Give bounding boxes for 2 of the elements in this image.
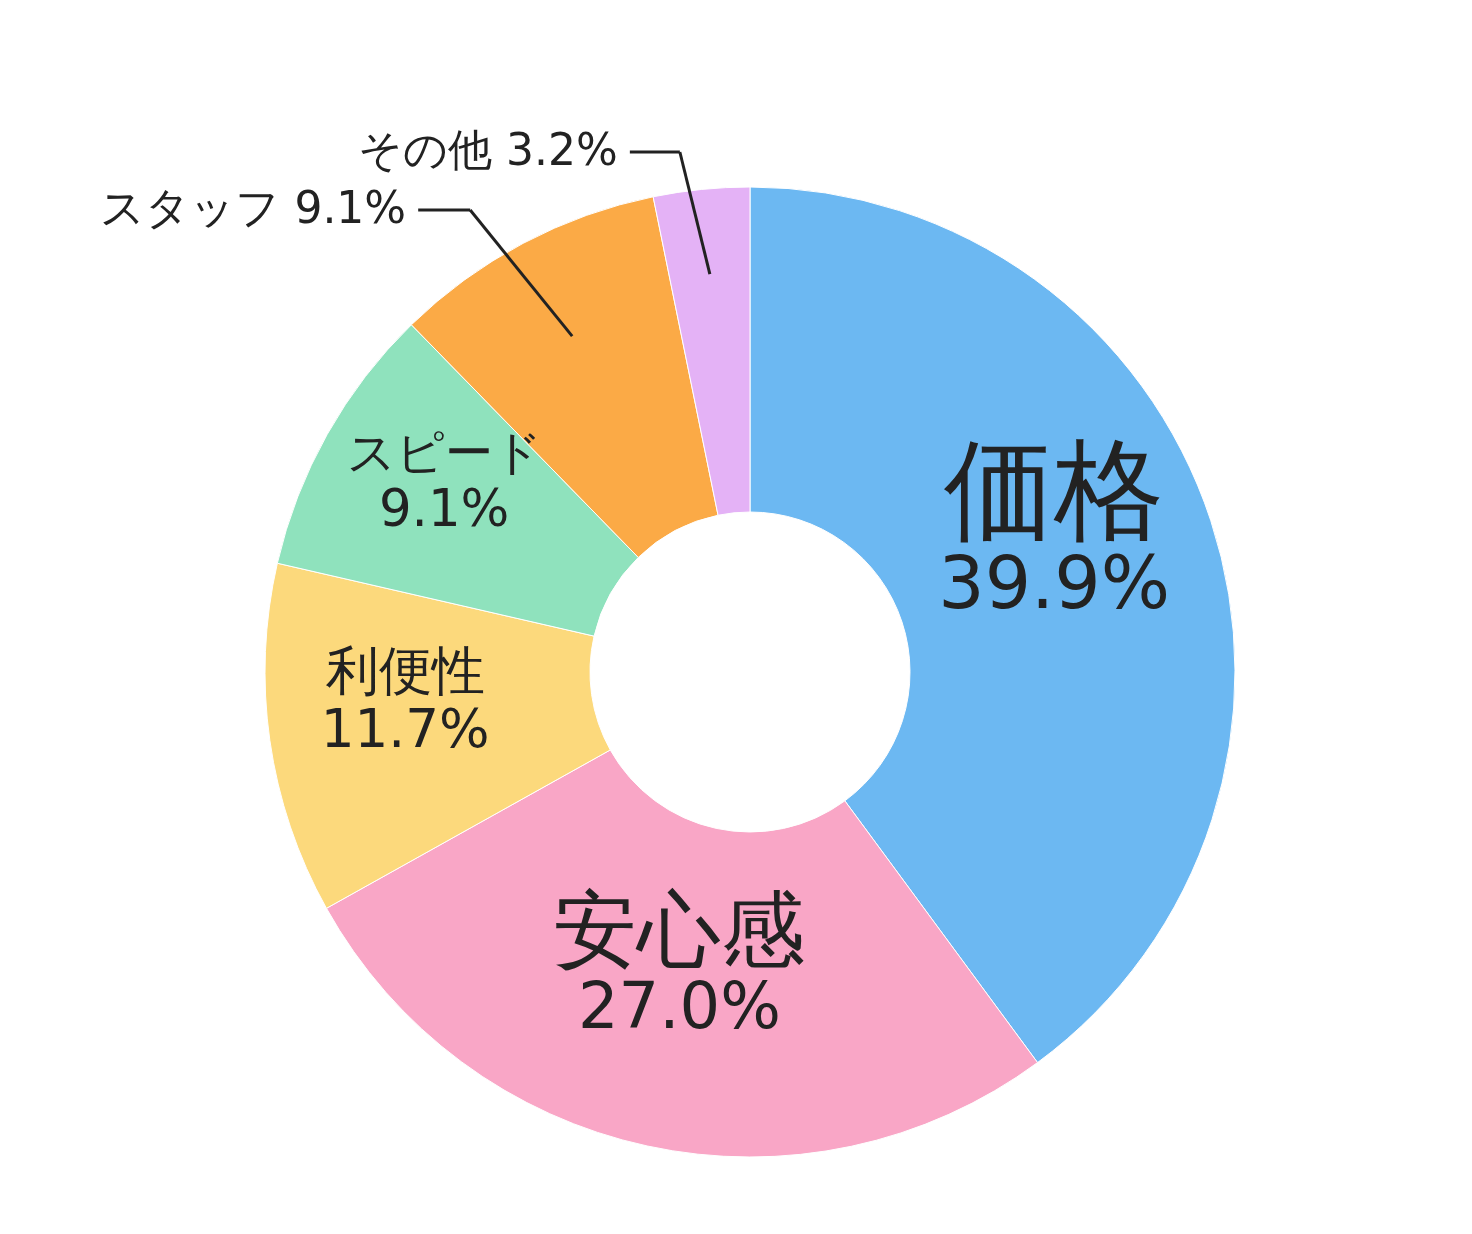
slice-label: スタッフ 9.1% xyxy=(100,182,407,233)
slice-label: その他 3.2% xyxy=(358,124,618,175)
